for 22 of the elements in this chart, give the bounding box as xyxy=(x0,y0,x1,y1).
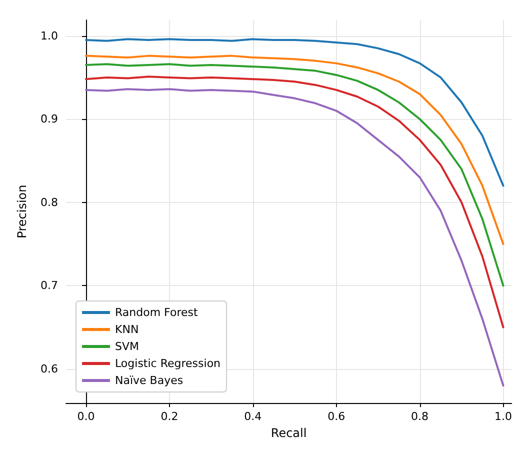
legend-label: SVM xyxy=(115,340,139,353)
y-tick-label: 0.6 xyxy=(40,362,58,376)
x-tick-label: 1.0 xyxy=(494,410,512,424)
line-series xyxy=(85,88,504,387)
x-tick-label: 0.4 xyxy=(244,410,262,424)
legend-label: KNN xyxy=(115,323,139,336)
x-tick-label: 0.8 xyxy=(411,410,429,424)
y-tick-label: 0.7 xyxy=(40,279,58,292)
legend-label: Logistic Regression xyxy=(115,357,221,370)
x-tick-label: 0.0 xyxy=(77,410,95,424)
line-series xyxy=(85,38,504,187)
y-tick-label: 1.0 xyxy=(40,29,58,42)
line-series xyxy=(85,54,504,246)
y-tick-label: 0.9 xyxy=(40,112,58,126)
y-axis-title: Precision xyxy=(15,184,29,238)
x-tick-label: 0.2 xyxy=(160,410,178,424)
y-tick-label: 0.8 xyxy=(40,196,58,209)
legend-label: Naïve Bayes xyxy=(115,374,184,387)
x-axis-title: Recall xyxy=(270,426,307,440)
line-series xyxy=(85,63,504,287)
x-tick-label: 0.6 xyxy=(328,410,346,424)
legend-label: Random Forest xyxy=(115,306,198,319)
